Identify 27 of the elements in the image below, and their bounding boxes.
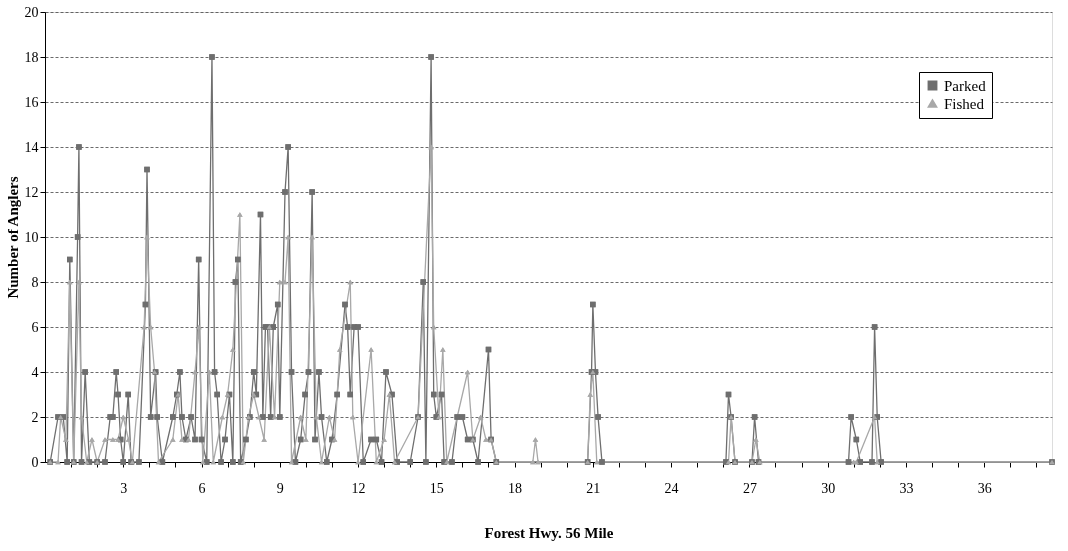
x-tick-label: 30 [821,480,836,496]
x-tick-label: 9 [276,480,284,496]
x-tick-label: 12 [351,480,366,496]
y-tick-label: 8 [31,274,39,290]
y-tick-label: 6 [31,319,39,335]
x-tick-label: 18 [508,480,523,496]
x-tick-label: 24 [664,480,679,496]
y-tick-label: 16 [24,94,39,110]
x-tick-label: 36 [977,480,992,496]
y-tick-label: 14 [24,139,39,155]
x-tick-label: 15 [429,480,444,496]
x-tick-label: 6 [198,480,206,496]
legend-label: Parked [944,77,987,94]
x-tick-label: 3 [120,480,128,496]
y-tick-label: 4 [31,364,39,380]
y-axis-title: Number of Anglers [4,176,21,299]
y-tick-label: 20 [24,4,39,20]
x-tick-label: 21 [586,480,601,496]
x-tick-label: 27 [742,480,757,496]
x-axis-title: Forest Hwy. 56 Mile [484,524,614,541]
x-tick-label: 33 [899,480,914,496]
y-tick-label: 12 [24,184,39,200]
y-tick-label: 2 [31,409,39,425]
y-tick-label: 10 [24,229,39,245]
y-tick-label: 18 [24,49,39,65]
y-tick-label: 0 [31,454,39,470]
legend-label: Fished [944,95,985,112]
